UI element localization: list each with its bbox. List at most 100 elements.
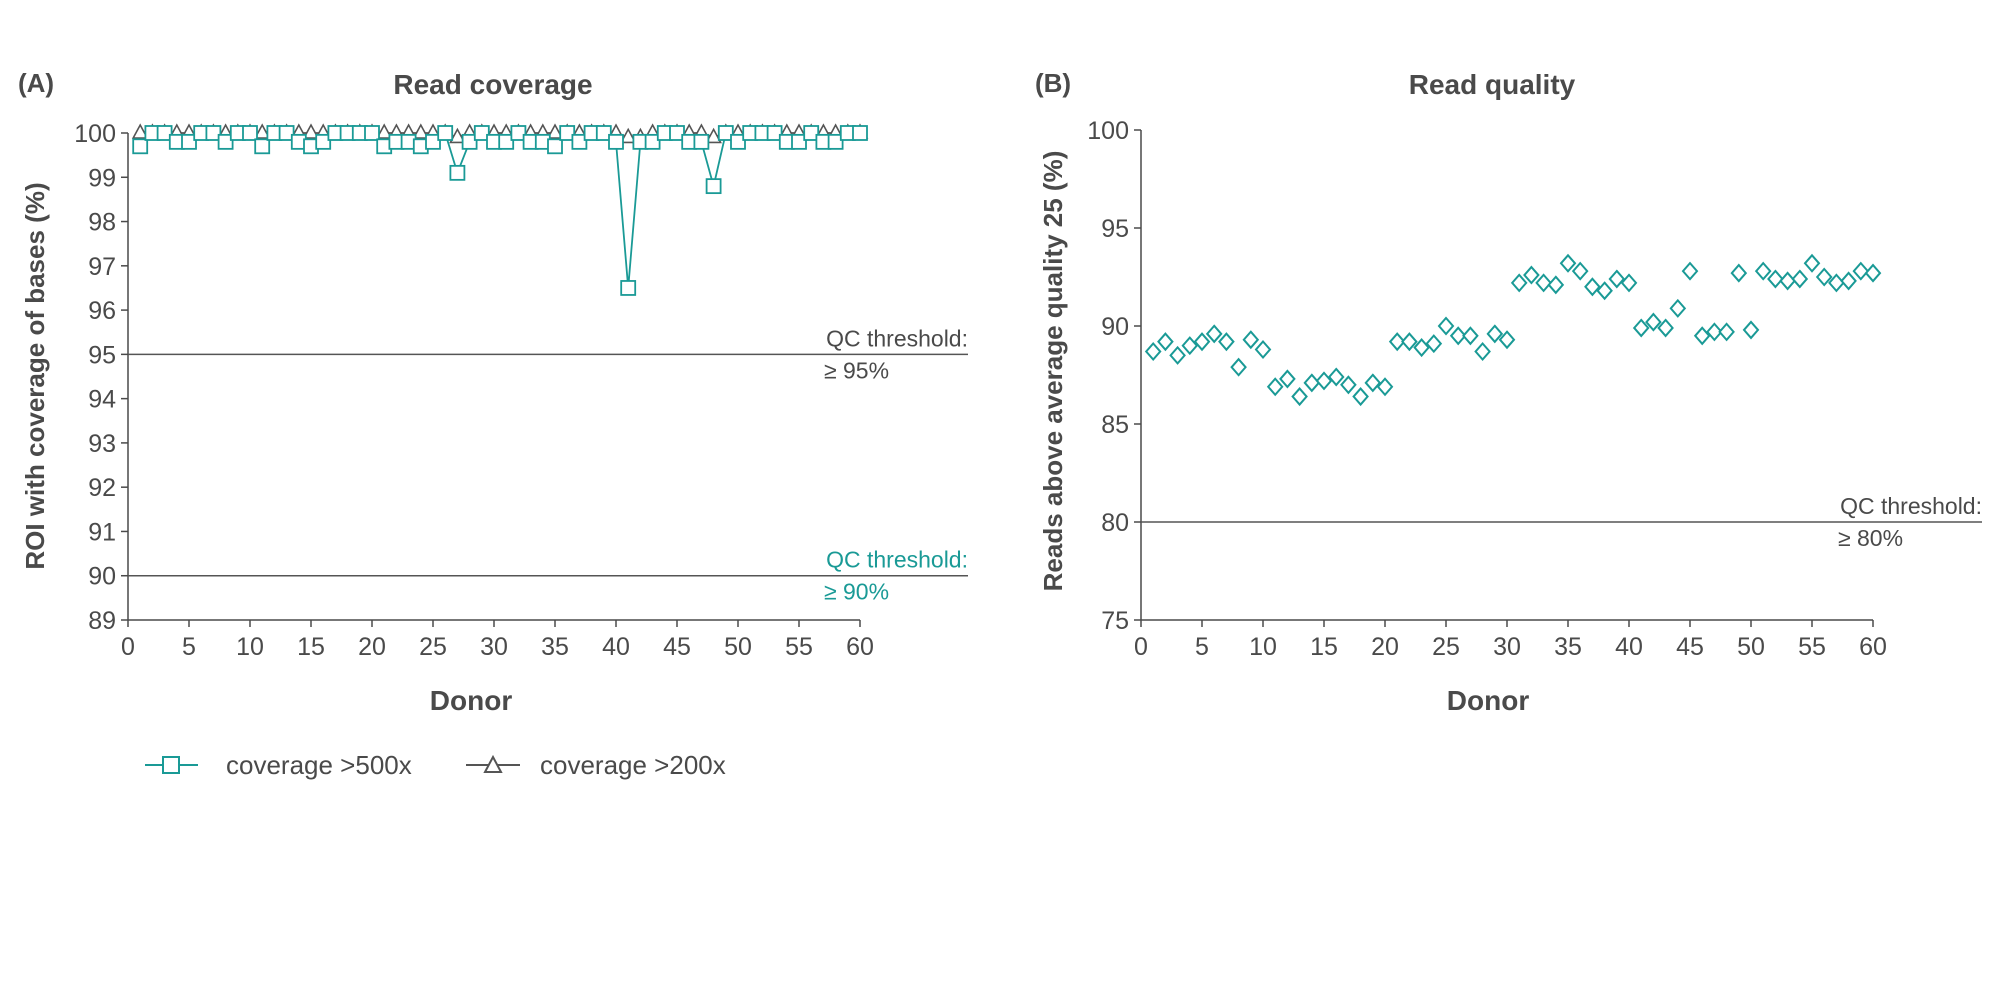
data-point-square xyxy=(205,125,222,141)
y-tick-label: 90 xyxy=(88,563,116,591)
data-point-diamond xyxy=(1437,316,1455,336)
data-point-square xyxy=(571,133,588,150)
x-tick-label: 35 xyxy=(541,633,569,661)
data-point-diamond xyxy=(1596,281,1613,301)
x-tick-label: 25 xyxy=(419,633,447,661)
y-tick-label: 90 xyxy=(1101,313,1129,341)
data-point-square xyxy=(181,133,197,150)
data-point-square xyxy=(791,133,807,150)
y-tick-label: 93 xyxy=(88,430,116,458)
panel-b-ylabel: Reads above average quality 25 (%) xyxy=(1038,151,1068,592)
data-point-diamond xyxy=(1364,373,1382,393)
x-tick-label: 30 xyxy=(1493,633,1521,661)
panel-a-xlabel: Donor xyxy=(430,685,513,716)
data-point-diamond xyxy=(1279,369,1296,389)
y-tick-label: 85 xyxy=(1101,411,1129,439)
data-point-triangle xyxy=(546,123,564,139)
data-point-square xyxy=(510,125,527,141)
data-point-diamond xyxy=(1571,261,1589,281)
data-point-diamond xyxy=(1803,253,1821,273)
y-tick-label: 99 xyxy=(88,164,116,192)
data-point-diamond xyxy=(1413,338,1430,358)
legend-200x-triangle-icon xyxy=(483,754,503,773)
data-point-square xyxy=(278,125,295,141)
x-tick-label: 60 xyxy=(1859,633,1887,661)
data-point-square xyxy=(449,164,466,181)
threshold-label: QC threshold: xyxy=(1840,493,1982,519)
data-point-diamond xyxy=(1730,263,1748,283)
panel-a-ylabel: ROI with coverage of bases (%) xyxy=(20,182,50,569)
data-point-triangle xyxy=(449,127,466,144)
data-point-diamond xyxy=(1559,253,1577,273)
data-point-square xyxy=(803,125,820,141)
y-tick-label: 89 xyxy=(88,607,116,635)
data-point-square xyxy=(461,133,478,150)
data-point-diamond xyxy=(1523,265,1540,285)
data-point-triangle xyxy=(705,127,722,144)
data-point-square xyxy=(156,125,173,141)
panel-a-plot: 89 90 91 92 93 94 95 96 97 98 99 100 0 5 10 15 20 25 30 35 4… xyxy=(74,120,968,661)
threshold-value: ≥ 80% xyxy=(1838,525,1903,551)
data-point-triangle xyxy=(412,123,430,139)
x-tick-label: 20 xyxy=(1371,633,1399,661)
data-point-square xyxy=(132,138,149,155)
x-tick-label: 55 xyxy=(785,633,813,661)
data-point-square xyxy=(730,133,746,150)
data-point-triangle xyxy=(302,123,320,139)
data-point-diamond xyxy=(1718,322,1735,342)
data-point-diamond xyxy=(1291,387,1308,407)
data-point-diamond xyxy=(1352,387,1369,407)
data-point-diamond xyxy=(1230,357,1247,377)
x-tick-label: 55 xyxy=(1798,633,1826,661)
data-point-square xyxy=(595,125,612,141)
data-point-triangle xyxy=(131,123,149,139)
x-tick-label: 15 xyxy=(297,633,325,661)
data-point-diamond xyxy=(1547,275,1565,295)
x-tick-label: 45 xyxy=(1676,633,1704,661)
y-tick-label: 100 xyxy=(74,120,116,148)
data-point-diamond xyxy=(1425,334,1443,354)
x-tick-label: 40 xyxy=(602,633,630,661)
data-point-square xyxy=(254,138,271,155)
data-point-diamond xyxy=(1181,336,1199,356)
y-tick-label: 80 xyxy=(1101,509,1129,537)
data-point-diamond xyxy=(1669,298,1687,318)
panel-b-title: Read quality xyxy=(1409,69,1576,100)
y-tick-label: 97 xyxy=(88,253,116,281)
panel-b-xlabel: Donor xyxy=(1447,685,1530,716)
x-tick-label: 35 xyxy=(1554,633,1582,661)
data-point-square xyxy=(315,133,332,150)
data-point-square xyxy=(473,125,490,141)
x-tick-label: 15 xyxy=(1310,633,1338,661)
data-point-diamond xyxy=(1779,271,1796,291)
panel-a-title: Read coverage xyxy=(393,69,592,100)
data-point-diamond xyxy=(1754,261,1772,281)
x-tick-label: 25 xyxy=(1432,633,1460,661)
panel-b: (B) Read quality Donor Reads above avera… xyxy=(1035,68,1982,716)
data-point-diamond xyxy=(1401,332,1418,352)
y-tick-label: 95 xyxy=(88,341,116,369)
legend-500x-label: coverage >500x xyxy=(226,750,412,780)
data-point-diamond xyxy=(1315,371,1333,391)
data-point-diamond xyxy=(1742,320,1760,340)
y-tick-label: 96 xyxy=(88,297,116,325)
threshold-label: QC threshold: xyxy=(826,547,968,573)
x-tick-label: 50 xyxy=(1737,633,1765,661)
x-tick-label: 0 xyxy=(121,633,135,661)
y-tick-label: 94 xyxy=(88,386,116,414)
data-point-diamond xyxy=(1340,375,1357,395)
data-point-diamond xyxy=(1791,269,1809,289)
data-point-square xyxy=(217,133,234,150)
data-point-square xyxy=(705,178,722,195)
legend-item-500x: coverage >500x xyxy=(145,750,412,780)
data-point-diamond xyxy=(1815,267,1833,287)
threshold-value: ≥ 90% xyxy=(824,579,889,605)
data-point-square xyxy=(559,125,576,141)
y-tick-label: 92 xyxy=(88,474,116,502)
panel-b-label: (B) xyxy=(1035,68,1071,98)
data-point-diamond xyxy=(1681,261,1699,281)
data-point-diamond xyxy=(1388,332,1406,352)
data-point-diamond xyxy=(1706,322,1723,342)
data-point-triangle xyxy=(619,127,637,144)
x-tick-label: 20 xyxy=(358,633,386,661)
